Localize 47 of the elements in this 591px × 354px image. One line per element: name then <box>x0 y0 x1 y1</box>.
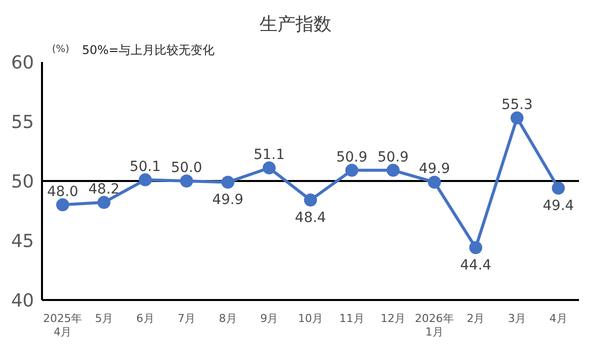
x-tick-label: 2026年 1月 <box>414 312 454 339</box>
point <box>180 174 194 188</box>
x-tick-label: 10月 <box>298 312 323 325</box>
point <box>552 182 565 195</box>
point <box>469 241 482 254</box>
point <box>510 111 524 124</box>
x-tick-label: 3月 <box>508 312 526 325</box>
point <box>386 164 400 177</box>
point <box>345 164 358 177</box>
data-label: 48.0 <box>47 184 78 200</box>
data-label: 51.1 <box>254 146 285 163</box>
text: 50%=与上月比较无变化 <box>82 42 215 59</box>
data-label: 50.9 <box>378 149 409 166</box>
x-tick-label: 7月 <box>178 312 196 325</box>
data-label: 48.2 <box>88 181 120 198</box>
x-tick-label: 2025年 4月 <box>43 312 82 339</box>
x-tick-label: 5月 <box>94 312 113 325</box>
y-axis-title: (%) <box>52 44 70 55</box>
x-tick-label: 2月 <box>466 312 485 325</box>
data-label: 48.4 <box>294 210 326 226</box>
data-label: 55.3 <box>501 96 533 113</box>
data-label: 44.4 <box>460 258 492 274</box>
data-label: 49.9 <box>418 161 450 178</box>
data-label: 49.4 <box>542 198 574 214</box>
y-tick-label: 40 <box>11 290 34 312</box>
x-tick-label: 4月 <box>549 312 568 325</box>
point <box>428 176 441 189</box>
data-label: 50.9 <box>336 149 368 166</box>
point <box>262 161 276 174</box>
x-tick-label: 8月 <box>218 312 237 325</box>
point <box>56 198 70 212</box>
y-tick-label: 45 <box>11 230 34 252</box>
data-label: 50.1 <box>130 158 161 175</box>
x-tick-label: 6月 <box>136 312 154 325</box>
x-tick-label: 11月 <box>339 312 364 325</box>
x-tick-label: 12月 <box>380 312 406 325</box>
point <box>304 194 317 207</box>
point <box>221 176 234 189</box>
point <box>138 173 152 186</box>
x-tick-label: 9月 <box>260 312 278 325</box>
data-label: 50.0 <box>170 160 202 176</box>
y-tick-label: 60 <box>11 52 34 74</box>
y-tick-label: 55 <box>11 112 34 133</box>
point <box>97 196 110 209</box>
chart-title: 生产指数 <box>258 13 332 36</box>
y-tick-label: 50 <box>11 171 34 192</box>
data-label: 49.9 <box>212 192 244 208</box>
